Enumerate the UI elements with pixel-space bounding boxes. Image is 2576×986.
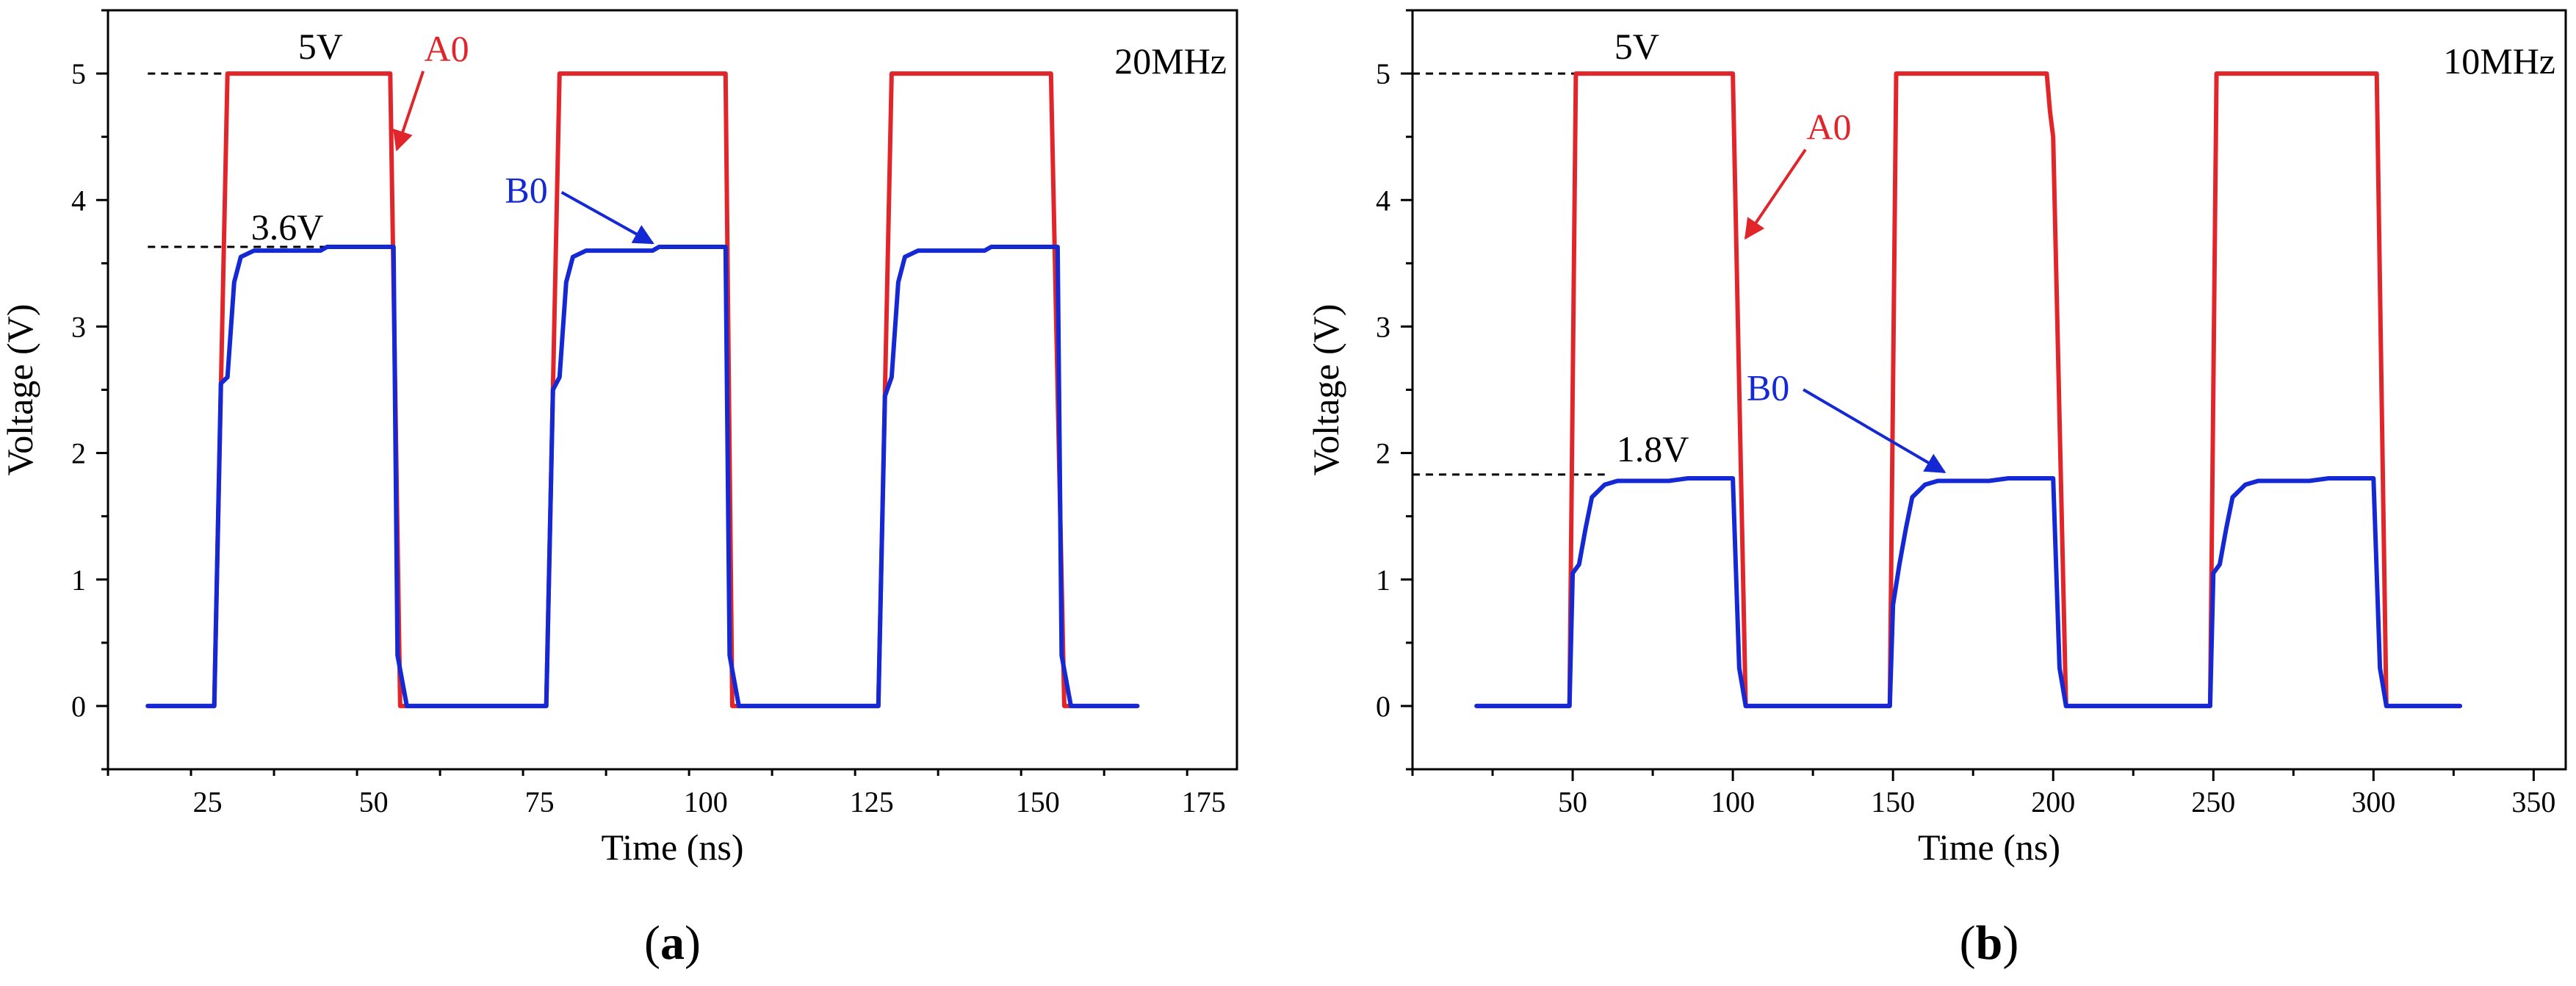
reference-label: 5V: [298, 26, 343, 67]
x-tick-label: 150: [1871, 785, 1915, 818]
y-tick-label: 3: [71, 310, 86, 343]
x-tick-label: 25: [193, 785, 223, 818]
x-tick-label: 50: [1558, 785, 1587, 818]
panel-label: (a): [644, 916, 701, 970]
series-line-a0: [145, 71, 1140, 708]
x-tick-label: 75: [525, 785, 555, 818]
x-axis-title: Time (ns): [1918, 827, 2060, 868]
frequency-label: 10MHz: [2443, 40, 2555, 82]
x-tick-label: 300: [2351, 785, 2395, 818]
y-tick-label: 3: [1376, 310, 1390, 343]
reference-label: 5V: [1614, 26, 1659, 67]
x-axis-title: Time (ns): [601, 827, 743, 868]
annotation-arrow: [1744, 148, 1807, 240]
series-annotation-a0: A0: [1806, 107, 1851, 148]
series-annotation-b0: B0: [1747, 367, 1789, 408]
y-tick-label: 0: [71, 690, 86, 723]
panel-a: 25 50 75 100 125 150 175 0 1 2 3 4 5 Time (ns) Voltage…: [0, 9, 1238, 970]
x-tick-label: 100: [1711, 785, 1755, 818]
annotation-arrow: [393, 71, 425, 152]
y-tick-label: 2: [1376, 437, 1390, 470]
x-tick-label: 200: [2031, 785, 2075, 818]
y-axis-title: Voltage (V): [0, 304, 40, 476]
series-annotation-a0: A0: [425, 28, 469, 69]
panel-b: 50 100 150 200 250 300 350 0 1 2 3 4 5 Time (ns) Volta…: [1305, 9, 2567, 970]
x-tick-label: 175: [1182, 785, 1226, 818]
y-tick-label: 5: [1376, 57, 1390, 90]
annotation-arrow: [1803, 388, 1947, 474]
y-tick-label: 1: [71, 564, 86, 597]
frequency-label: 20MHz: [1114, 40, 1227, 82]
panel-label: (b): [1960, 916, 2019, 970]
x-tick-label: 350: [2511, 785, 2555, 818]
x-tick-label: 250: [2191, 785, 2235, 818]
x-tick-label: 125: [850, 785, 894, 818]
plot-frame: [1411, 9, 2567, 771]
reference-label: 3.6V: [251, 206, 324, 248]
y-tick-label: 4: [71, 184, 86, 217]
x-tick-label: 150: [1016, 785, 1060, 818]
series-line-a0: [1474, 71, 2463, 708]
reference-label: 1.8V: [1617, 428, 1689, 469]
series-annotation-b0: B0: [505, 170, 547, 211]
x-tick-label: 100: [684, 785, 728, 818]
annotation-arrow: [560, 190, 654, 245]
x-tick-label: 50: [359, 785, 389, 818]
series-line-b0: [145, 245, 1140, 708]
y-tick-label: 4: [1376, 184, 1390, 217]
y-axis-title: Voltage (V): [1305, 304, 1346, 476]
plot-frame: [107, 9, 1238, 771]
y-tick-label: 1: [1376, 564, 1390, 597]
series-line-b0: [1474, 476, 2463, 708]
y-tick-label: 2: [71, 437, 86, 470]
y-tick-label: 5: [71, 57, 86, 90]
y-tick-label: 0: [1376, 690, 1390, 723]
